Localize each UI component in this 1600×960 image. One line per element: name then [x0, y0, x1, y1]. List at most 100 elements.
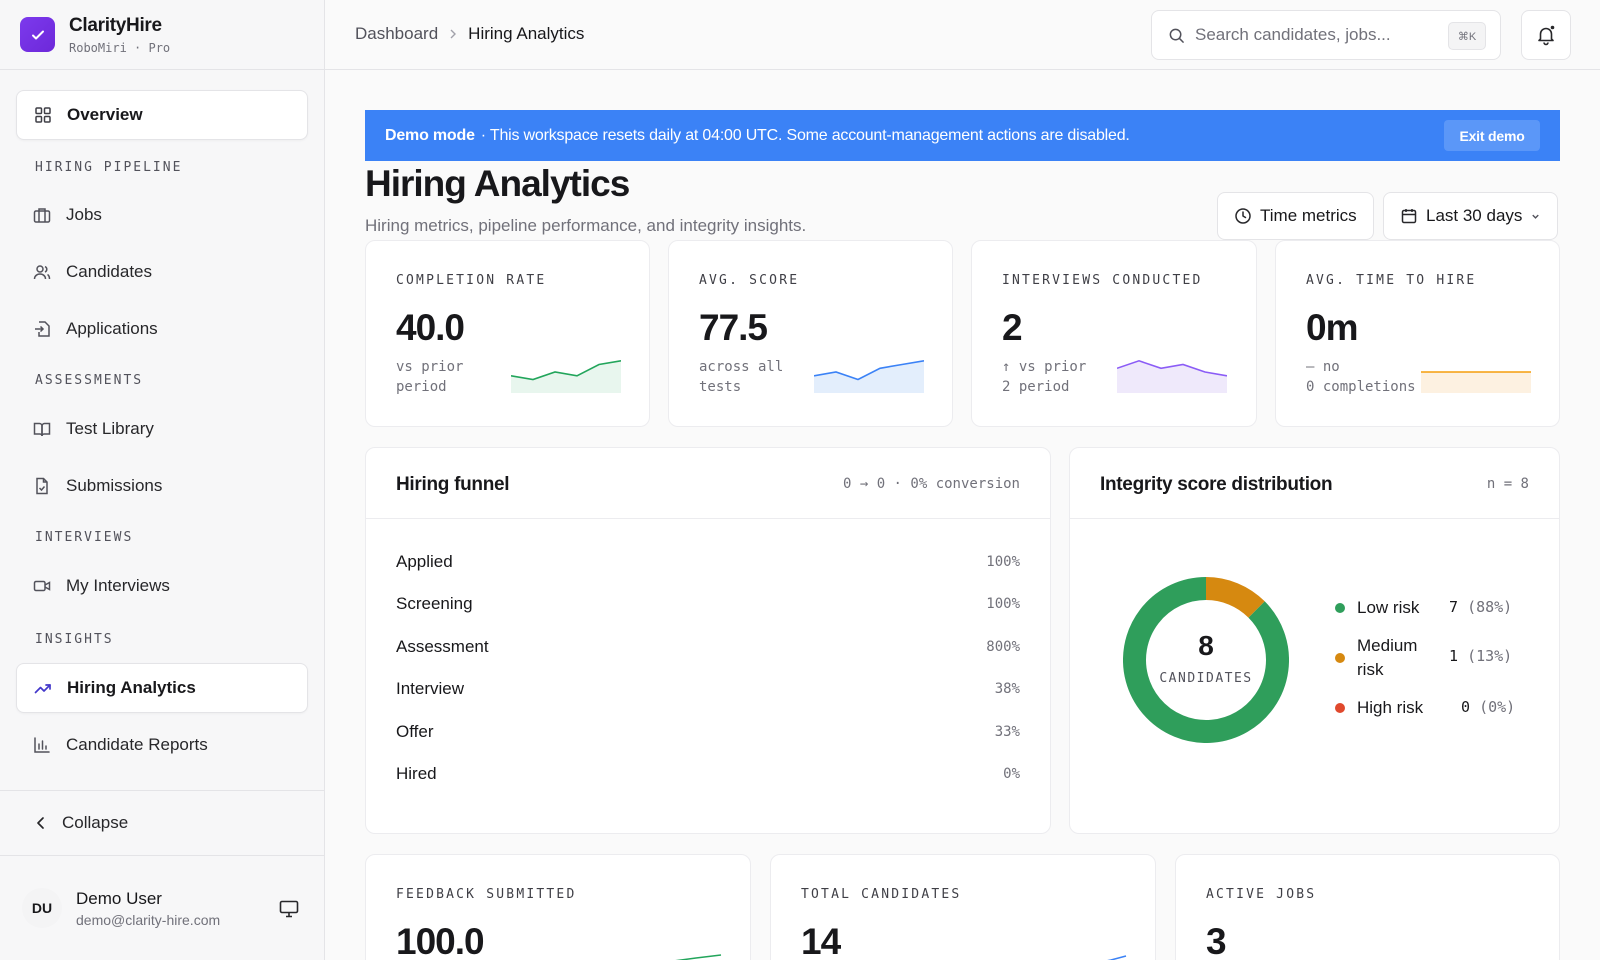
sidebar-item-applications[interactable]: Applications: [16, 304, 308, 354]
brand[interactable]: ClarityHire RoboMiri · Pro: [0, 0, 324, 70]
stat-label: AVG. SCORE: [699, 273, 800, 288]
search-input[interactable]: Search candidates, jobs... ⌘K: [1151, 10, 1501, 60]
sidebar-item-candidates[interactable]: Candidates: [16, 247, 308, 297]
stat-card-active-jobs: ACTIVE JOBS 3: [1175, 854, 1560, 960]
sidebar-item-candidate-reports[interactable]: Candidate Reports: [16, 720, 308, 770]
demo-message: · This workspace resets daily at 04:00 U…: [480, 126, 1130, 144]
trending-up-icon: [34, 684, 51, 694]
user-name: Demo User: [76, 888, 162, 908]
sparkline-chart: [1421, 371, 1531, 393]
sidebar-item-jobs[interactable]: Jobs: [16, 190, 308, 240]
stat-label: AVG. TIME TO HIRE: [1306, 273, 1477, 288]
sparkline-chart: [814, 360, 924, 393]
search-shortcut: ⌘K: [1448, 22, 1486, 50]
search-icon: [1169, 28, 1184, 43]
stat-note: ↑ vs prior 2 period: [1002, 359, 1087, 395]
sparkline-chart: [675, 954, 722, 960]
legend-high-risk: High risk 0 (0%): [1335, 698, 1535, 718]
divider: [1070, 518, 1559, 519]
date-range-label: Last 30 days: [1426, 206, 1523, 225]
sparkline-area: [1117, 360, 1227, 393]
demo-label: Demo mode: [385, 126, 475, 144]
stat-label: FEEDBACK SUBMITTED: [396, 887, 577, 902]
panel-title: Hiring funnel: [396, 474, 510, 495]
stat-card-completion-rate: COMPLETION RATE 40.0 vs prior period: [365, 240, 650, 427]
brand-name: ClarityHire: [69, 14, 162, 36]
sidebar-item-hiring-analytics[interactable]: Hiring Analytics: [16, 663, 308, 713]
page-subtitle: Hiring metrics, pipeline performance, an…: [365, 216, 807, 235]
sparkline-chart: [1107, 955, 1127, 960]
time-metrics-button[interactable]: Time metrics: [1217, 192, 1374, 240]
stat-card-total-candidates: TOTAL CANDIDATES 14: [770, 854, 1156, 960]
hiring-funnel-panel: Hiring funnel 0 → 0 · 0% conversion Appl…: [365, 447, 1051, 834]
user-menu[interactable]: DU Demo User demo@clarity-hire.com: [0, 856, 325, 960]
sidebar-item-label: Applications: [66, 319, 158, 338]
funnel-stage: Interview 38%: [396, 679, 1020, 698]
stat-label: COMPLETION RATE: [396, 273, 547, 288]
legend-medium-risk: Medium risk 1 (13%): [1335, 634, 1535, 682]
calendar-icon: [1401, 209, 1417, 224]
funnel-conversion: 0 → 0 · 0% conversion: [842, 476, 1020, 492]
divider: [366, 518, 1050, 519]
stat-value: 100.0: [396, 921, 485, 960]
stat-value: 2: [1002, 307, 1023, 348]
stat-label: TOTAL CANDIDATES: [801, 887, 962, 902]
section-assessments: ASSESSMENTS: [35, 373, 144, 388]
legend-dot: [1335, 603, 1345, 613]
collapse-button[interactable]: Collapse: [0, 790, 325, 856]
stat-card-avg-time-to-hire: AVG. TIME TO HIRE 0m — no 0 completions: [1275, 240, 1560, 427]
sidebar-item-label: Candidates: [66, 262, 153, 281]
sample-size: n = 8: [1486, 476, 1529, 492]
user-email: demo@clarity-hire.com: [76, 911, 221, 928]
sidebar: ClarityHire RoboMiri · Pro Overview HIRI…: [0, 0, 325, 960]
clock-icon: [1235, 208, 1251, 224]
grid-icon: [35, 107, 51, 123]
sparkline-area: [511, 360, 621, 393]
book-open-icon: [33, 422, 51, 437]
sidebar-item-label: Jobs: [66, 205, 102, 224]
stat-label: ACTIVE JOBS: [1206, 887, 1317, 902]
breadcrumb-current: Hiring Analytics: [468, 24, 585, 43]
sidebar-item-submissions[interactable]: Submissions: [16, 461, 308, 511]
briefcase-icon: [33, 208, 51, 223]
donut-total-label: CANDIDATES: [1159, 671, 1253, 686]
stat-card-avg-score: AVG. SCORE 77.5 across all tests: [668, 240, 953, 427]
donut-slice: [1123, 577, 1289, 743]
date-range-select[interactable]: Last 30 days: [1383, 192, 1559, 240]
sparkline-area: [814, 360, 924, 393]
sparkline-line: [1117, 359, 1227, 377]
file-import-icon: [35, 321, 50, 337]
topbar: Dashboard Hiring Analytics Search candid…: [325, 0, 1600, 70]
monitor-icon[interactable]: [278, 898, 300, 920]
integrity-donut-chart: [1123, 577, 1289, 743]
legend-low-risk: Low risk 7 (88%): [1335, 598, 1535, 618]
legend-dot: [1335, 703, 1345, 713]
bell-icon: [1538, 25, 1555, 46]
legend-dot: [1335, 653, 1345, 663]
users-icon: [33, 265, 51, 280]
stat-value: 3: [1206, 921, 1227, 960]
donut-total: 8: [1198, 630, 1214, 661]
sparkline-chart: [511, 360, 621, 393]
sidebar-item-my-interviews[interactable]: My Interviews: [16, 561, 308, 611]
exit-demo-button[interactable]: Exit demo: [1444, 120, 1540, 151]
sidebar-item-overview[interactable]: Overview: [16, 90, 308, 140]
breadcrumb-dashboard[interactable]: Dashboard: [355, 24, 439, 43]
demo-banner: Demo mode · This workspace resets daily …: [365, 110, 1560, 161]
chevron-down-icon: [1532, 214, 1540, 219]
sidebar-item-label: Submissions: [66, 476, 163, 495]
donut-slice: [1205, 577, 1265, 618]
chevron-right-icon: [450, 29, 457, 39]
sparkline-line: [814, 360, 924, 381]
logo-check-icon: [20, 17, 55, 52]
funnel-stage: Applied 100%: [396, 552, 1020, 571]
sidebar-item-label: Overview: [67, 105, 143, 124]
sidebar-item-label: Test Library: [66, 419, 154, 438]
section-interviews: INTERVIEWS: [35, 530, 134, 545]
notifications-button[interactable]: [1521, 10, 1571, 60]
stat-note: — no 0 completions: [1306, 359, 1416, 395]
funnel-stage: Offer 33%: [396, 722, 1020, 741]
brand-workspace: RoboMiri · Pro: [69, 40, 171, 55]
funnel-stage: Hired 0%: [396, 764, 1020, 783]
sidebar-item-test-library[interactable]: Test Library: [16, 404, 308, 454]
